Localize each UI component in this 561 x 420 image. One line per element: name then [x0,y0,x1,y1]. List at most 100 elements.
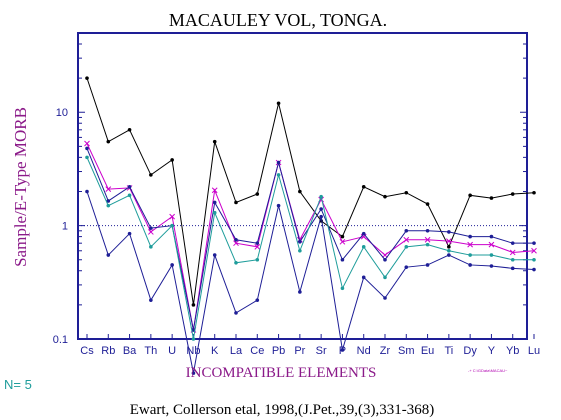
x-tick-label: Eu [421,345,434,357]
data-point [532,241,536,245]
data-point [170,263,174,267]
x-tick-label: Ce [250,345,264,357]
x-tick-label: Ti [444,345,453,357]
series-line [86,143,535,331]
data-point [468,263,472,267]
data-point [298,189,302,194]
data-point [425,229,430,233]
data-point [489,264,494,268]
data-point [510,257,515,262]
data-point [191,337,196,341]
data-point [446,238,452,244]
data-point [170,223,174,228]
series-group [84,76,537,375]
data-point [361,245,366,249]
data-point [340,234,345,239]
data-point [106,199,111,203]
chart-title: MACAULEY VOL, TONGA. [169,10,387,30]
x-tick-label: Pb [272,345,285,357]
data-point [85,189,89,194]
data-point [127,193,132,198]
data-point [105,186,112,192]
x-tick-label: Zr [380,345,391,357]
citation: Ewart, Collerson etal, 1998,(J.Pet.,39,(… [130,402,435,418]
data-point [510,241,515,245]
data-point [149,173,153,177]
data-point [510,192,515,196]
x-tick-label: K [211,345,219,357]
data-point [447,248,451,253]
data-point [106,253,111,257]
data-point [211,187,218,194]
data-point [383,194,387,199]
y-axis-label-group: Sample/E-Type MORB [11,107,30,267]
data-point [234,200,238,205]
data-point [404,245,409,249]
data-point [404,229,409,233]
data-point [127,231,132,236]
x-tick-label: Cs [80,345,94,357]
data-point [447,230,451,234]
data-point [276,160,281,165]
data-point [127,185,132,189]
y-tick-label: 1 [62,221,68,233]
data-point [254,243,261,250]
data-point [255,298,260,302]
data-point [404,265,409,269]
data-point [425,263,430,267]
data-point [532,190,536,195]
data-point [212,139,217,144]
file-path-note: -+ C:\GData\MACAU~ [468,368,508,373]
data-point [361,231,366,236]
data-point [340,257,345,262]
data-point [383,257,387,262]
data-point [424,236,431,243]
x-axis-label: INCOMPATIBLE ELEMENTS [186,365,377,381]
data-point [425,242,430,247]
data-point [532,267,536,272]
y-tick-label: 10 [56,107,68,119]
data-point [468,234,472,239]
plot-frame [77,32,528,340]
data-point [404,190,409,195]
data-point [489,234,494,239]
data-point [447,245,451,249]
data-point [319,194,323,199]
data-point [361,185,366,189]
data-point [319,207,323,211]
data-point [255,241,260,245]
data-point [298,248,302,253]
data-point [191,303,196,307]
y-axis-ticks: 0.1 1 10 [53,32,527,346]
x-axis-ticks: CsRbBaThUNbKLaCePbPrSrPNdZrSmEuTiDyYYbLu [80,334,540,357]
data-point [298,290,302,294]
data-point [447,253,451,257]
data-point [85,155,89,160]
data-point [233,240,239,247]
data-point [468,193,472,198]
data-point [212,253,217,257]
data-point [298,239,302,244]
x-tick-label: Nd [357,345,371,357]
data-point [489,196,494,200]
data-point [85,76,89,80]
data-point [383,275,387,280]
data-point [234,311,238,315]
data-point [339,238,346,245]
data-point [234,237,238,242]
data-point [85,146,89,151]
series-line [86,148,534,331]
data-point [170,158,174,162]
data-point [340,286,345,291]
x-tick-label: Dy [463,345,477,357]
data-point [276,203,281,208]
data-point [212,210,217,215]
data-point [340,348,345,352]
sample-count: N= 5 [4,377,32,392]
data-point [468,253,472,257]
x-tick-label: Pr [294,345,305,357]
data-point [531,247,537,254]
data-point [212,200,217,205]
x-tick-label: La [230,345,243,357]
